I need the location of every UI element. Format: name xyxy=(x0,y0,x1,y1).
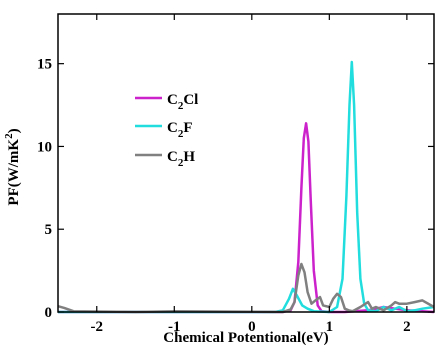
x-tick-label: 2 xyxy=(403,319,411,335)
y-axis-ticks: 0 5 10 15 xyxy=(37,57,434,321)
y-axis-label-sup: 2 xyxy=(3,133,15,139)
series-line-c2f xyxy=(58,60,435,314)
x-tick-label: 0 xyxy=(248,319,256,335)
y-tick-label: 10 xyxy=(37,139,52,155)
series-line-c2cl xyxy=(58,122,435,314)
legend-label-c2f: C2F xyxy=(167,120,193,140)
legend-entry-c2f: C2F xyxy=(135,120,193,140)
x-tick-label: 1 xyxy=(326,319,334,335)
plot-lines xyxy=(57,60,435,314)
y-axis-label-main: PF(W/mK xyxy=(6,139,22,206)
legend-entry-c2h: C2H xyxy=(135,149,195,169)
y-tick-label: 0 xyxy=(45,305,53,321)
x-axis-label: Chemical Potentional(eV) xyxy=(163,330,328,346)
legend: C2Cl C2F C2H xyxy=(135,92,198,169)
x-tick-label: -2 xyxy=(91,319,104,335)
y-axis-label-end: ) xyxy=(6,128,22,133)
legend-entry-c2cl: C2Cl xyxy=(135,92,198,112)
y-tick-label: 5 xyxy=(45,222,53,238)
plot-frame xyxy=(57,13,435,313)
legend-label-c2cl: C2Cl xyxy=(167,92,198,112)
legend-label-c2h: C2H xyxy=(167,149,195,169)
x-tick-label: -1 xyxy=(168,319,181,335)
series-line-c2h xyxy=(57,262,435,314)
y-axis-label: PF(W/mK2) xyxy=(3,128,22,205)
y-tick-label: 15 xyxy=(37,57,52,73)
x-axis-ticks: -2 -1 0 1 2 xyxy=(91,14,411,335)
